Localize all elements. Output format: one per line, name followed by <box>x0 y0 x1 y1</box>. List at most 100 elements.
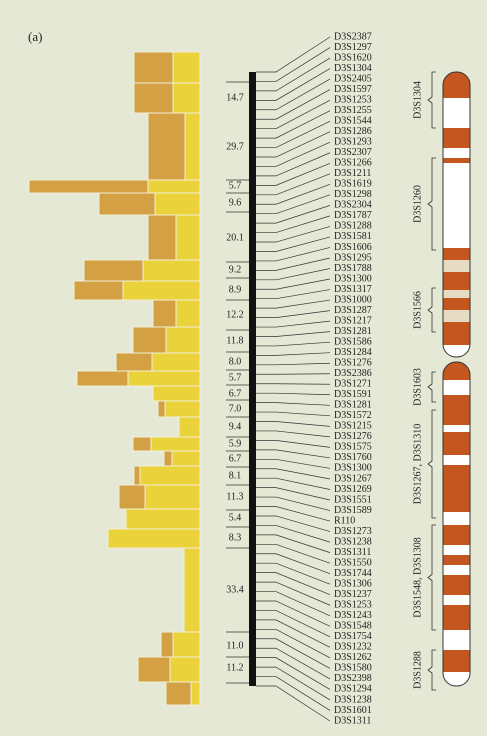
chromosome-outline <box>442 71 471 358</box>
interval-label: 8.0 <box>229 356 242 367</box>
marker-label: D3S1601 <box>334 705 372 716</box>
interval-label: 8.3 <box>229 532 242 543</box>
yellow-block <box>172 631 201 658</box>
chromosome-band <box>443 650 470 672</box>
connector <box>256 647 331 680</box>
chromosome-band <box>443 465 470 512</box>
chromosome-band <box>443 432 470 455</box>
marker-label: D3S1281 <box>334 326 372 337</box>
tan-block <box>76 370 129 387</box>
chromosome-band <box>443 310 470 322</box>
region-label: D3S1288 <box>412 651 423 689</box>
marker-label: D3S1286 <box>334 126 372 137</box>
connector <box>256 205 331 224</box>
marker-label: D3S1271 <box>334 379 372 390</box>
marker-label: D3S1269 <box>334 484 372 495</box>
yellow-block <box>125 508 201 530</box>
connector <box>256 496 331 511</box>
connector <box>256 215 331 233</box>
marker-label: D3S1217 <box>334 315 372 326</box>
connector <box>256 562 331 585</box>
interval-label: 9.4 <box>229 421 242 432</box>
connector <box>256 572 331 596</box>
chromosome-outline <box>442 361 471 687</box>
chromosome-band <box>443 248 470 260</box>
interval-label: 7.0 <box>229 403 242 414</box>
yellow-block <box>169 656 201 683</box>
tan-block <box>28 179 149 194</box>
tan-block <box>118 484 146 510</box>
interval-label: 5.9 <box>229 438 242 449</box>
yellow-block <box>139 465 201 486</box>
chromosome-band <box>443 128 470 148</box>
marker-label: D3S1306 <box>334 578 372 589</box>
interval-label: 8.1 <box>229 470 242 481</box>
connector <box>256 236 331 252</box>
marker-label: D3S1232 <box>334 642 372 653</box>
interval-label: 5.7 <box>229 372 242 383</box>
interval-label: 8.9 <box>229 284 242 295</box>
connector <box>256 331 331 337</box>
chromosome-band <box>443 605 470 630</box>
connector <box>256 685 331 722</box>
marker-label: D3S1294 <box>334 684 372 695</box>
region-bracket <box>427 71 436 129</box>
yellow-block <box>142 259 201 282</box>
marker-label: D3S1620 <box>334 52 372 63</box>
yellow-block <box>184 112 201 181</box>
tan-block <box>157 400 166 418</box>
tan-block <box>83 259 144 282</box>
yellow-block <box>190 681 201 706</box>
marker-label: D3S1754 <box>334 631 372 642</box>
tan-block <box>133 465 141 486</box>
connector <box>256 183 331 205</box>
region-bracket <box>427 409 436 519</box>
marker-label: D3S1211 <box>334 168 371 179</box>
interval-label: 11.2 <box>226 662 243 673</box>
yellow-block <box>147 179 201 194</box>
marker-label: D3S1276 <box>334 358 372 369</box>
connector <box>256 468 331 480</box>
marker-label: D3S1000 <box>334 294 372 305</box>
tan-block <box>165 681 192 706</box>
connector <box>256 610 331 638</box>
connector <box>256 619 331 648</box>
connector <box>256 638 331 669</box>
connector <box>256 591 331 617</box>
connector <box>256 553 331 575</box>
connector <box>256 257 331 271</box>
region-bracket <box>427 287 436 333</box>
marker-label: D3S1586 <box>334 336 372 347</box>
marker-label: D3S1237 <box>334 589 372 600</box>
region-label: D3S1260 <box>412 185 423 223</box>
region-bracket <box>427 649 436 691</box>
interval-label: 11.3 <box>226 491 243 502</box>
marker-label: D3S1255 <box>334 105 372 116</box>
connector <box>256 421 331 427</box>
connector <box>256 152 331 177</box>
marker-label: D3S2304 <box>334 200 372 211</box>
tan-block <box>115 352 153 372</box>
marker-label: D3S1243 <box>334 610 372 621</box>
connector <box>256 120 331 148</box>
tan-block <box>147 214 177 261</box>
marker-label: D3S1295 <box>334 252 372 263</box>
marker-label: R110 <box>334 515 355 526</box>
connector <box>256 440 331 448</box>
connector <box>256 600 331 627</box>
marker-label: D3S2307 <box>334 147 372 158</box>
yellow-block <box>172 82 201 114</box>
marker-label: D3S1267 <box>334 473 372 484</box>
connector <box>256 99 331 130</box>
region-bracket <box>427 371 436 403</box>
marker-label: D3S1238 <box>334 694 372 705</box>
tan-block <box>137 656 171 683</box>
region-label: D3S1566 <box>412 291 423 329</box>
interval-label: 6.7 <box>229 453 242 464</box>
yellow-block <box>164 400 201 418</box>
connector <box>256 352 331 356</box>
tan-block <box>133 51 174 84</box>
yellow-block <box>183 547 201 633</box>
yellow-block <box>122 280 201 301</box>
yellow-block <box>175 299 201 328</box>
